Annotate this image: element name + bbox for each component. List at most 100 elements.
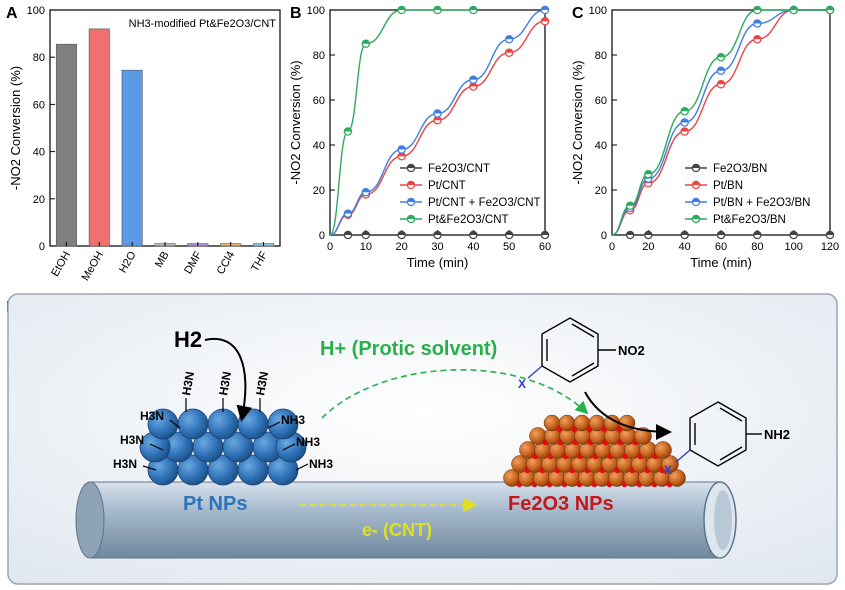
- y-axis-label: -NO2 Conversion (%): [288, 60, 303, 184]
- ligand-label: H3N: [113, 457, 137, 471]
- pt-particle: [147, 408, 179, 440]
- legend-label: Pt/BN + Fe2O3/BN: [713, 197, 810, 209]
- amine-group-label: NH2: [764, 427, 790, 442]
- panel-label-c: C: [572, 5, 584, 22]
- data-point-fill: [362, 40, 370, 44]
- data-point-fill: [826, 231, 834, 235]
- legend-label: Pt/BN: [713, 180, 743, 192]
- y-tick-label: 80: [313, 50, 325, 62]
- legend-marker-fill: [692, 181, 700, 185]
- aniline-structure: NH2 X: [664, 401, 790, 477]
- data-point-fill: [433, 116, 442, 121]
- h2-arrow: [204, 337, 253, 422]
- legend-label: Pt/CNT: [428, 180, 466, 192]
- y-tick-label: 100: [589, 5, 607, 17]
- proton-arrow: [321, 369, 589, 419]
- pt-particle: [267, 408, 299, 440]
- plot-frame: [49, 9, 281, 247]
- data-point-fill: [433, 231, 442, 235]
- data-point-fill: [541, 17, 549, 22]
- nh3-ligands: H3N H3N H3N H3N H3N H3N NH3 NH3 NH3: [113, 370, 333, 471]
- data-point-fill: [681, 118, 689, 123]
- data-point-fill: [505, 35, 513, 40]
- data-point-fill: [505, 231, 513, 235]
- y-tick-label: 60: [595, 95, 607, 107]
- data-point-fill: [717, 80, 725, 85]
- data-point-fill: [344, 210, 352, 214]
- pt-label: Pt NPs: [183, 493, 247, 515]
- data-point-fill: [469, 82, 477, 87]
- x-tick-label: 60: [539, 241, 551, 253]
- legend-label: Pt&Fe2O3/CNT: [428, 214, 509, 226]
- data-point-fill: [433, 109, 442, 114]
- y-tick-label: 40: [595, 140, 607, 152]
- x-tick-label: MB: [153, 250, 172, 270]
- data-point-fill: [362, 188, 370, 193]
- data-point-fill: [626, 231, 634, 235]
- data-point-fill: [344, 127, 352, 132]
- y-tick-label: 0: [601, 230, 607, 242]
- data-point-fill: [717, 231, 725, 235]
- y-tick-label: 80: [595, 50, 607, 62]
- ligand-label: NH3: [309, 457, 333, 471]
- series-line: [611, 9, 830, 236]
- pt-nanoparticle-cluster: [139, 408, 307, 486]
- panel-label-a: A: [6, 5, 18, 22]
- data-point-fill: [362, 231, 370, 235]
- ligand-label: NH3: [296, 435, 320, 449]
- data-point-fill: [433, 6, 442, 10]
- x-tick-label: EtOH: [49, 249, 73, 278]
- fe2o3-label: Fe2O3 NPs: [508, 493, 614, 515]
- legend-marker-fill: [407, 198, 415, 202]
- panel-annotation: NH3-modified Pt&Fe2O3/CNT: [129, 18, 277, 30]
- x-tick-label: 60: [715, 241, 727, 253]
- bar: [121, 69, 143, 247]
- x-tick-label: 10: [360, 241, 372, 253]
- legend-label: Pt&Fe2O3/BN: [713, 214, 786, 226]
- fe2o3-particle: [654, 441, 672, 459]
- legend-marker-fill: [692, 198, 700, 202]
- x-tick-label: 40: [467, 241, 479, 253]
- data-point-fill: [681, 127, 689, 132]
- data-point-fill: [398, 6, 406, 10]
- y-tick-label: 100: [27, 5, 45, 17]
- x-tick-label: 50: [503, 241, 515, 253]
- legend-label: Fe2O3/CNT: [428, 163, 490, 175]
- pt-particle: [177, 408, 209, 440]
- chart-panel-c: 0 20 40 60 80 100 -NO2 Conversion (%) 0 20 40 60 80…: [570, 5, 839, 270]
- data-point-fill: [753, 35, 761, 40]
- data-point-fill: [717, 53, 725, 58]
- y-tick-label: 0: [39, 241, 45, 253]
- proton-label: H+ (Protic solvent): [320, 338, 497, 360]
- cnt-tube: [75, 481, 737, 559]
- data-point-fill: [681, 107, 689, 112]
- legend-label: Fe2O3/BN: [713, 163, 767, 175]
- y-tick-label: 20: [595, 185, 607, 197]
- y-axis-label: -NO2 Conversion (%): [8, 66, 23, 190]
- y-tick-label: 20: [313, 185, 325, 197]
- data-point-fill: [753, 19, 761, 24]
- data-point-fill: [644, 170, 652, 175]
- x-tick-label: 80: [751, 241, 763, 253]
- data-point-fill: [541, 6, 549, 10]
- chart-panel-b: 0 20 40 60 80 100 -NO2 Conversion (%) 0 10 20 30 40…: [288, 5, 551, 270]
- ligand-label: NH3: [281, 413, 305, 427]
- legend-label: Pt/CNT + Fe2O3/CNT: [428, 197, 541, 209]
- fe2o3-particle: [634, 427, 652, 445]
- x-tick-label: CCl4: [215, 250, 238, 277]
- data-point-fill: [469, 6, 477, 10]
- scheme-panel: H3N H3N H3N H3N H3N H3N NH3 NH3 NH3 H2 H…: [7, 293, 838, 585]
- bar: [55, 43, 77, 247]
- legend-marker-fill: [407, 215, 415, 219]
- y-tick-label: 80: [33, 52, 45, 64]
- data-point-fill: [790, 6, 798, 10]
- y-tick-label: 60: [33, 99, 45, 111]
- data-point-fill: [469, 76, 477, 80]
- substituent-label: X: [664, 463, 672, 477]
- data-point-fill: [753, 6, 761, 10]
- fe2o3-particle: [661, 455, 679, 473]
- x-tick-label: 40: [679, 241, 691, 253]
- x-tick-label: DMF: [182, 249, 204, 276]
- x-axis-label: Time (min): [690, 255, 752, 270]
